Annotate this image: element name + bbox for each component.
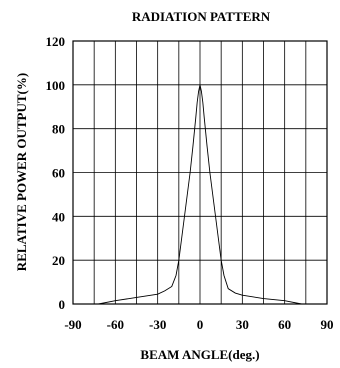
y-tick-label: 0 <box>59 297 66 312</box>
plot-frame <box>72 40 328 305</box>
y-tick-label: 20 <box>52 253 65 268</box>
x-tick-label: -30 <box>149 317 166 332</box>
y-tick-label: 60 <box>52 166 65 181</box>
y-tick-labels: 0 20 40 60 80 100 120 <box>46 34 66 312</box>
y-tick-label: 120 <box>46 34 66 49</box>
x-tick-label: -60 <box>107 317 124 332</box>
series-line <box>98 84 302 305</box>
y-tick-label: 40 <box>52 209 65 224</box>
x-tick-label: -90 <box>64 317 81 332</box>
x-tick-label: 90 <box>321 317 334 332</box>
x-tick-label: 30 <box>236 317 249 332</box>
y-tick-label: 100 <box>46 78 66 93</box>
x-tick-label: 60 <box>278 317 291 332</box>
y-axis-label: RELATIVE POWER OUTPUT(%) <box>14 73 29 271</box>
x-tick-labels: -90 -60 -30 0 30 60 90 <box>64 317 333 332</box>
grid-lines <box>73 41 327 304</box>
chart-title: RADIATION PATTERN <box>132 9 271 24</box>
x-tick-label: 0 <box>197 317 204 332</box>
x-axis-label: BEAM ANGLE(deg.) <box>140 347 259 362</box>
y-tick-label: 80 <box>52 122 65 137</box>
